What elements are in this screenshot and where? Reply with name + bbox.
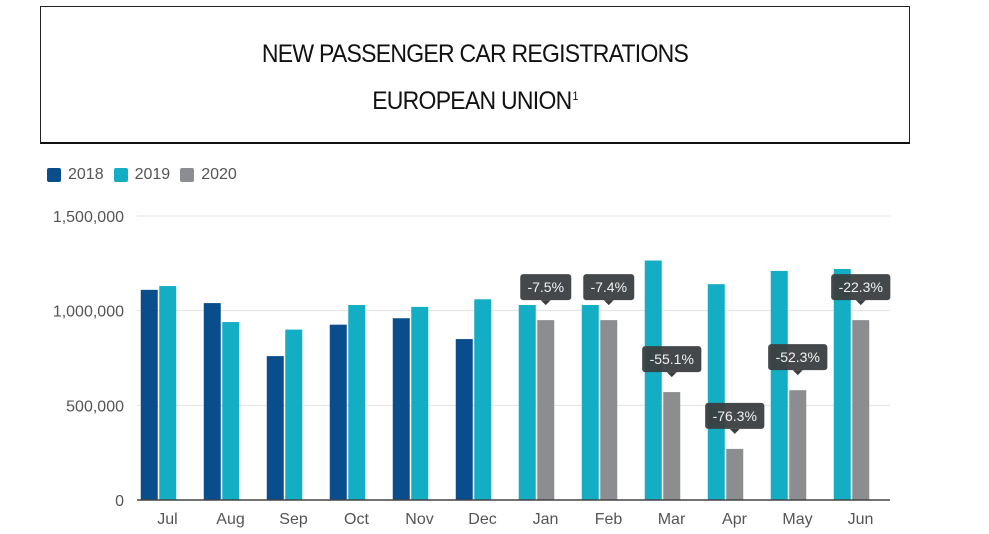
bar-mar-2020[interactable] [663, 392, 681, 500]
legend-swatch-2018 [47, 168, 61, 182]
bars [140, 260, 870, 500]
bar-dec-2019[interactable] [474, 299, 492, 500]
y-tick-label: 0 [115, 493, 124, 510]
tooltip-pointer [855, 300, 866, 306]
tooltip-pointer [792, 370, 803, 376]
tooltip-box [768, 344, 828, 371]
annotation-tooltip: -22.3% [831, 274, 891, 306]
tooltip-label: -76.3% [713, 408, 757, 424]
annotations: -7.5% -7.4% -55.1% -76.3% -52.3% -22.3% [520, 274, 891, 434]
tooltip-box [642, 346, 702, 373]
x-category-label: Jul [157, 511, 177, 528]
bar-oct-2019[interactable] [348, 304, 366, 500]
x-category-label: Apr [722, 511, 748, 528]
x-category-label: Jun [848, 511, 874, 528]
annotation-tooltip: -7.5% [520, 274, 572, 306]
bar-jul-2018[interactable] [140, 289, 158, 500]
legend-label-2020: 2020 [201, 166, 237, 183]
gridlines [137, 215, 890, 406]
annotation-tooltip: -52.3% [768, 344, 828, 376]
bar-feb-2019[interactable] [581, 304, 599, 500]
legend-label-2018: 2018 [68, 166, 104, 183]
bar-may-2020[interactable] [789, 390, 807, 500]
bar-nov-2018[interactable] [392, 318, 410, 500]
legend: 2018 2019 2020 [47, 166, 247, 184]
legend-label-2019: 2019 [134, 166, 171, 183]
tooltip-box [705, 402, 765, 429]
x-category-label: Mar [658, 511, 686, 528]
bar-apr-2020[interactable] [726, 448, 744, 500]
x-category-label: Jan [533, 511, 559, 528]
annotation-tooltip: -7.4% [583, 274, 635, 306]
title-text-2: EUROPEAN UNION [372, 87, 572, 115]
bar-dec-2018[interactable] [455, 339, 473, 500]
bar-aug-2019[interactable] [222, 322, 240, 500]
tooltip-label: -52.3% [776, 349, 820, 365]
y-tick-label: 1,500,000 [53, 209, 124, 226]
bar-nov-2019[interactable] [411, 306, 429, 500]
legend-item-2019[interactable]: 2019 [113, 166, 171, 184]
tooltip-label: -55.1% [650, 351, 694, 367]
title-box: NEW PASSENGER CAR REGISTRATIONS EUROPEAN… [40, 6, 910, 144]
tooltip-box [520, 274, 572, 301]
legend-swatch-2019 [113, 168, 128, 182]
x-category-label: Nov [405, 511, 433, 528]
tooltip-label: -7.4% [590, 279, 627, 295]
tooltip-label: -7.5% [527, 279, 564, 295]
footnote-marker: 1 [572, 89, 578, 103]
bar-jul-2019[interactable] [159, 286, 177, 500]
x-category-label: Aug [216, 511, 244, 528]
x-category-label: Sep [279, 511, 308, 528]
tooltip-pointer [666, 372, 677, 378]
chart-title-line-1: NEW PASSENGER CAR REGISTRATIONS [76, 40, 875, 69]
x-category-label: Feb [595, 511, 623, 528]
bar-jun-2019[interactable] [833, 269, 851, 500]
bar-jan-2020[interactable] [537, 320, 555, 500]
bar-mar-2019[interactable] [644, 260, 662, 500]
legend-item-2020[interactable]: 2020 [180, 166, 237, 184]
bar-aug-2018[interactable] [203, 303, 221, 500]
y-tick-label: 1,000,000 [53, 304, 124, 321]
x-category-label: May [782, 511, 812, 528]
tooltip-box [583, 274, 635, 301]
tooltip-box [831, 274, 891, 301]
x-category-label: Dec [468, 511, 496, 528]
bar-jun-2020[interactable] [852, 320, 870, 500]
legend-item-2018[interactable]: 2018 [47, 166, 104, 184]
annotation-tooltip: -55.1% [642, 346, 702, 378]
tooltip-pointer [540, 300, 551, 306]
y-tick-label: 500,000 [66, 398, 124, 415]
x-category-label: Oct [344, 511, 369, 528]
annotation-tooltip: -76.3% [705, 402, 765, 434]
y-axis-tick-labels: 0 500,000 1,000,000 1,500,000 [53, 209, 124, 510]
tooltip-pointer [729, 428, 740, 434]
legend-swatch-2020 [180, 168, 195, 182]
x-axis-category-labels: Jul Aug Sep Oct Nov Dec Jan Feb Mar Apr May Jun [157, 511, 873, 528]
bar-sep-2018[interactable] [266, 356, 284, 500]
chart-title-line-2: EUROPEAN UNION1 [76, 87, 875, 116]
tooltip-pointer [603, 300, 614, 306]
bar-oct-2018[interactable] [329, 324, 347, 500]
bar-jan-2019[interactable] [518, 304, 536, 500]
title-text-1: NEW PASSENGER CAR REGISTRATIONS [261, 40, 689, 68]
bar-may-2019[interactable] [770, 270, 788, 500]
tooltip-label: -22.3% [839, 279, 883, 295]
bar-sep-2019[interactable] [285, 329, 303, 500]
bar-apr-2019[interactable] [707, 284, 725, 500]
bar-feb-2020[interactable] [600, 320, 618, 500]
